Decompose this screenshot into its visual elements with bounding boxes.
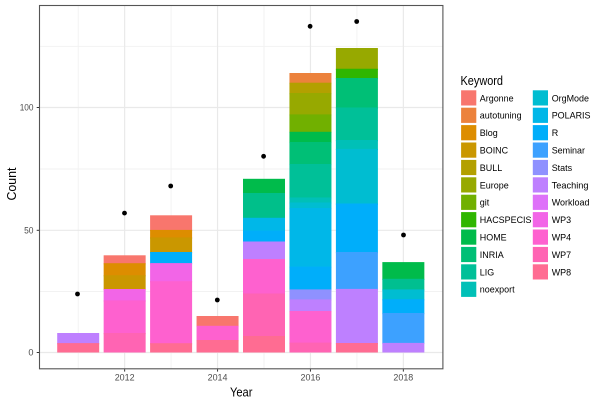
svg-text:Europe: Europe [480,180,509,190]
svg-text:OrgMode: OrgMode [552,93,589,103]
svg-text:WP7: WP7 [552,250,571,260]
svg-text:100: 100 [20,103,34,113]
svg-text:noexport: noexport [480,285,515,295]
svg-text:Stats: Stats [552,163,573,173]
svg-text:Blog: Blog [480,128,498,138]
svg-text:HOME: HOME [480,233,507,243]
svg-text:2014: 2014 [208,373,228,383]
svg-text:HACSPECIS: HACSPECIS [480,215,532,225]
svg-text:BULL: BULL [480,163,502,173]
svg-text:2016: 2016 [301,373,321,383]
svg-text:2012: 2012 [115,373,135,383]
svg-text:autotuning: autotuning [480,111,522,121]
svg-text:2018: 2018 [393,373,413,383]
svg-text:Teaching: Teaching [552,180,589,190]
svg-text:Seminar: Seminar [552,146,585,156]
svg-text:Keyword: Keyword [461,74,504,88]
svg-text:50: 50 [24,226,33,236]
svg-text:INRIA: INRIA [480,250,505,260]
svg-text:LIG: LIG [480,267,494,277]
svg-text:git: git [480,198,490,208]
svg-text:WP3: WP3 [552,215,571,225]
svg-text:POLARIS: POLARIS [552,111,591,121]
svg-text:WP8: WP8 [552,267,571,277]
svg-text:0: 0 [28,348,33,358]
svg-text:Workload: Workload [552,198,590,208]
svg-text:R: R [552,128,559,138]
svg-text:Year: Year [230,385,253,399]
svg-text:Argonne: Argonne [480,93,514,103]
svg-text:WP4: WP4 [552,233,571,243]
svg-text:Count: Count [5,167,19,201]
svg-text:BOINC: BOINC [480,146,509,156]
